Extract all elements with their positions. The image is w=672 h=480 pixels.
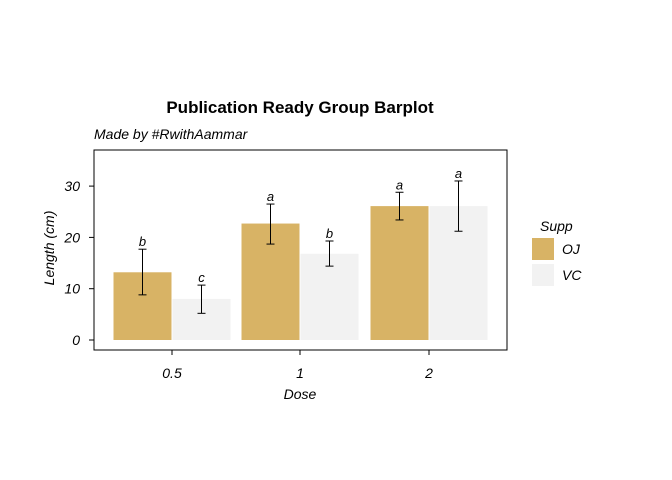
- significance-labels-layer: b a a c b a: [139, 166, 462, 285]
- x-tick-label: 1: [296, 365, 304, 381]
- legend-key-vc: [532, 264, 554, 286]
- bars-layer: [113, 206, 488, 340]
- legend-title: Supp: [540, 218, 573, 234]
- significance-label: b: [326, 226, 333, 241]
- chart-title: Publication Ready Group Barplot: [166, 98, 434, 117]
- y-tick-label: 30: [64, 178, 80, 194]
- significance-label: a: [455, 166, 462, 181]
- x-tick-label: 2: [424, 365, 433, 381]
- significance-label: c: [198, 270, 205, 285]
- bar-vc: [300, 253, 359, 340]
- x-axis: 0.5 1 2: [162, 350, 433, 381]
- significance-label: b: [139, 234, 146, 249]
- error-bars-layer: [138, 180, 463, 314]
- y-tick-label: 20: [63, 229, 80, 245]
- x-axis-title: Dose: [284, 386, 317, 402]
- x-tick-label: 0.5: [162, 365, 182, 381]
- bar-oj: [370, 206, 429, 340]
- legend-label: VC: [562, 267, 582, 283]
- y-axis: 0 10 20 30: [63, 178, 94, 348]
- significance-label: a: [267, 189, 274, 204]
- significance-label: a: [396, 177, 403, 192]
- y-tick-label: 0: [72, 332, 80, 348]
- legend-label: OJ: [562, 241, 581, 257]
- chart-subtitle: Made by #RwithAammar: [94, 126, 249, 142]
- y-axis-title: Length (cm): [41, 211, 57, 286]
- y-tick-label: 10: [64, 281, 80, 297]
- legend-key-oj: [532, 238, 554, 260]
- legend: Supp OJ VC: [532, 218, 582, 286]
